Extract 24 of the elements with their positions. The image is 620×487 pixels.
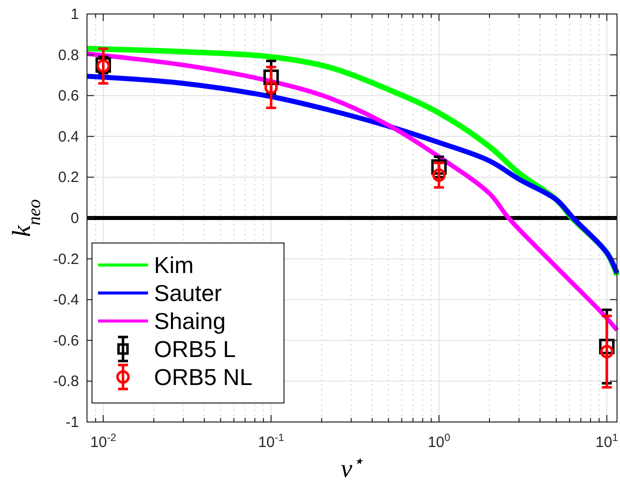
y-tick-label: 0.2: [58, 169, 79, 186]
y-tick-label: 0.6: [58, 88, 79, 105]
x-tick-label: 10$^{0}$: [428, 432, 450, 451]
point: [600, 344, 614, 358]
x-tick-label: 10$^{-1}$: [258, 432, 284, 451]
x-tick-label: 10$^{-2}$: [90, 432, 116, 451]
legend-label: Sauter: [154, 280, 222, 306]
legend-label: ORB5 L: [154, 336, 236, 362]
x-axis-title: ν$^{⋆}$: [340, 451, 364, 483]
legend-label: Kim: [154, 252, 194, 278]
legend-label: ORB5 NL: [154, 364, 253, 390]
y-tick-label: -0.8: [53, 373, 79, 390]
x-tick-label: 10$^{1}$: [596, 432, 618, 451]
y-tick-label: -1: [66, 414, 79, 431]
y-tick-label: -0.2: [53, 250, 79, 268]
point: [432, 168, 446, 182]
y-tick-label: 1: [70, 6, 79, 23]
y-tick-label: -0.4: [53, 292, 79, 309]
y-tick-label: 0.8: [58, 46, 79, 64]
y-tick-label: 0: [70, 210, 79, 227]
point: [264, 80, 278, 94]
y-tick-label: -0.6: [53, 332, 79, 350]
y-tick-label: 0.4: [58, 128, 79, 146]
legend-label: Shaing: [154, 308, 226, 334]
